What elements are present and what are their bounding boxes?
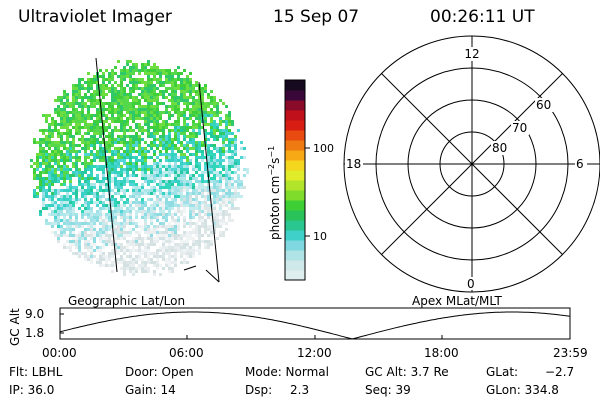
colorbar-tick-label: 10 [313, 230, 327, 243]
left-panel-caption: Geographic Lat/Lon [68, 294, 186, 308]
colorbar-swatch [285, 210, 305, 221]
seq-status: Seq: 39 [365, 383, 411, 397]
mlat-label: 70 [512, 121, 527, 135]
x-tick-label: 18:00 [424, 346, 459, 360]
colorbar-swatch [285, 130, 305, 141]
colorbar-swatch [285, 200, 305, 211]
colorbar-swatch [285, 250, 305, 261]
y-axis-label: GC Alt [8, 308, 22, 346]
x-tick-label: 06:00 [169, 346, 204, 360]
svg-text:photon cm−2s−1: photon cm−2s−1 [267, 146, 282, 240]
y-tick-label: 9.0 [25, 307, 44, 321]
colorbar-swatch [285, 90, 305, 101]
y-tick-label: 1.8 [25, 326, 44, 340]
mlat-label: 80 [492, 141, 507, 155]
door-status: Door: Open [125, 365, 194, 379]
date-label: 15 Sep 07 [273, 7, 360, 27]
dsp-value: 2.3 [290, 383, 310, 397]
colorbar-swatch [285, 110, 305, 121]
colorbar-frame [284, 79, 306, 281]
x-tick-label: 00:00 [42, 346, 77, 360]
gc-alt-status: GC Alt: 3.7 Re [365, 365, 449, 379]
glat-value: −2.7 [545, 365, 575, 379]
colorbar-swatch [285, 140, 305, 151]
gc-altitude-curve [59, 311, 571, 340]
mlt-label-noon: 12 [464, 47, 479, 61]
colorbar-swatch [285, 160, 305, 171]
longitude-line [198, 81, 220, 283]
mlt-label-dawn: 6 [576, 157, 584, 171]
colorbar-swatch [285, 190, 305, 201]
x-tick-label: 12:00 [297, 346, 332, 360]
polar-caption: Apex MLat/MLT [412, 294, 502, 308]
colorbar-unit-label: photon cm−2s−1 [267, 146, 282, 240]
glon-status: GLon: 334.8 [486, 383, 559, 397]
polar-diagonal [381, 73, 563, 255]
glat-label: GLat: [486, 365, 519, 379]
colorbar-swatch [285, 170, 305, 181]
colorbar-swatch [285, 100, 305, 111]
colorbar-swatch [285, 150, 305, 161]
gain-status: Gain: 14 [125, 383, 176, 397]
mlat-label: 60 [536, 98, 551, 112]
longitude-line [95, 57, 118, 273]
colorbar-swatch [285, 220, 305, 231]
time-label: 00:26:11 UT [430, 7, 535, 27]
colorbar-swatch [285, 230, 305, 241]
colorbar [285, 80, 305, 281]
filter-status: Flt: LBHL [9, 365, 63, 379]
colorbar-swatch [285, 260, 305, 271]
colorbar-swatch [285, 240, 305, 251]
colorbar-swatch [285, 80, 305, 91]
mlt-label-midnight: 0 [467, 277, 475, 291]
latitude-line [183, 265, 197, 271]
instrument-title: Ultraviolet Imager [18, 7, 172, 27]
latitude-line [205, 269, 220, 283]
colorbar-swatch [285, 180, 305, 191]
mlt-label-dusk: 18 [346, 157, 361, 171]
colorbar-tick-label: 100 [313, 142, 334, 155]
mode-status: Mode: Normal [245, 365, 329, 379]
colorbar-swatch [285, 270, 305, 281]
x-tick-label: 23:59 [553, 346, 588, 360]
dsp-label: Dsp: [245, 383, 273, 397]
colorbar-swatch [285, 120, 305, 131]
ip-status: IP: 36.0 [9, 383, 55, 397]
auroral-image-disk [30, 60, 249, 276]
